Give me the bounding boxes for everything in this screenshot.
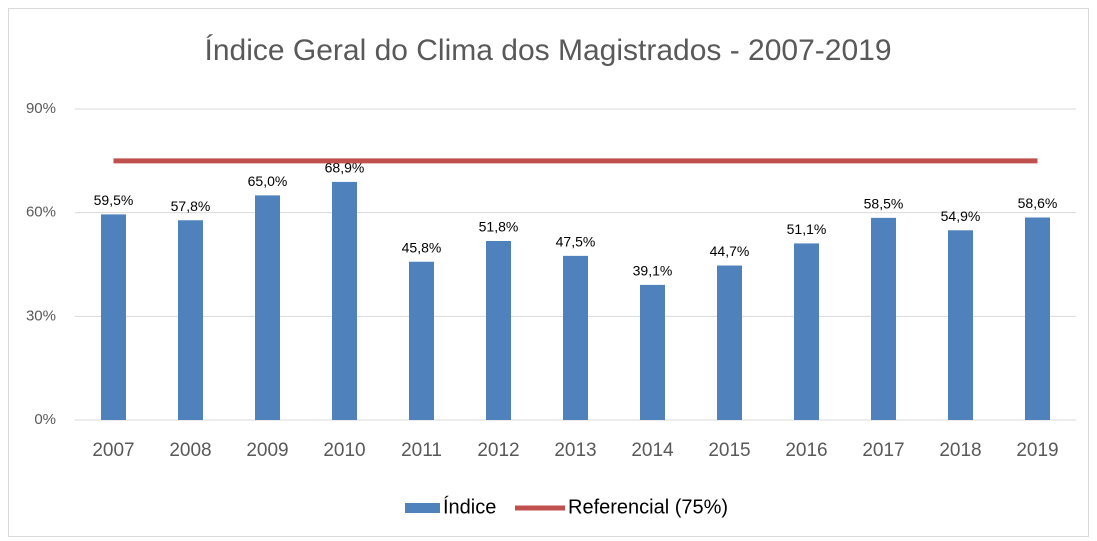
- x-tick-label: 2007: [92, 440, 134, 461]
- x-tick-label: 2014: [631, 440, 674, 461]
- x-tick-label: 2019: [1016, 440, 1058, 461]
- x-tick-label: 2010: [323, 440, 365, 461]
- x-tick-label: 2013: [554, 440, 596, 461]
- data-label: 39,1%: [633, 263, 673, 279]
- legend-swatch: [405, 503, 440, 513]
- data-label: 47,5%: [556, 234, 596, 250]
- bar: [948, 230, 973, 420]
- bar: [640, 284, 665, 420]
- bar: [332, 181, 357, 420]
- y-tick-label: 60%: [26, 204, 56, 221]
- data-label: 44,7%: [710, 243, 750, 259]
- x-tick-label: 2012: [477, 440, 519, 461]
- bar: [794, 243, 819, 420]
- data-label: 51,8%: [479, 219, 519, 235]
- chart-title: Índice Geral do Clima dos Magistrados - …: [204, 34, 891, 67]
- data-label: 58,6%: [1018, 195, 1058, 211]
- x-tick-label: 2009: [246, 440, 288, 461]
- y-tick-label: 90%: [26, 100, 56, 117]
- bar: [717, 265, 742, 420]
- bar: [1025, 217, 1050, 420]
- x-tick-label: 2011: [401, 440, 442, 461]
- bar: [486, 241, 511, 420]
- data-label: 59,5%: [94, 192, 134, 208]
- data-label: 68,9%: [325, 160, 365, 176]
- data-label: 54,9%: [941, 208, 981, 224]
- x-tick-label: 2016: [785, 440, 827, 461]
- bar: [871, 217, 896, 420]
- y-tick-label: 0%: [34, 411, 56, 428]
- x-tick-label: 2017: [862, 440, 904, 461]
- data-label: 57,8%: [171, 198, 211, 214]
- data-label: 45,8%: [402, 239, 442, 255]
- legend-label: Índice: [443, 495, 496, 518]
- data-label: 58,5%: [864, 196, 904, 212]
- x-tick-label: 2018: [939, 440, 981, 461]
- bar: [101, 214, 126, 420]
- bar: [255, 195, 280, 420]
- y-tick-label: 30%: [26, 307, 56, 324]
- data-label: 65,0%: [248, 173, 288, 189]
- x-tick-label: 2008: [169, 440, 211, 461]
- legend-label: Referencial (75%): [568, 496, 728, 518]
- bar: [409, 261, 434, 420]
- bar: [563, 255, 588, 420]
- bar: [178, 220, 203, 420]
- x-tick-label: 2015: [708, 440, 750, 461]
- data-label: 51,1%: [787, 221, 827, 237]
